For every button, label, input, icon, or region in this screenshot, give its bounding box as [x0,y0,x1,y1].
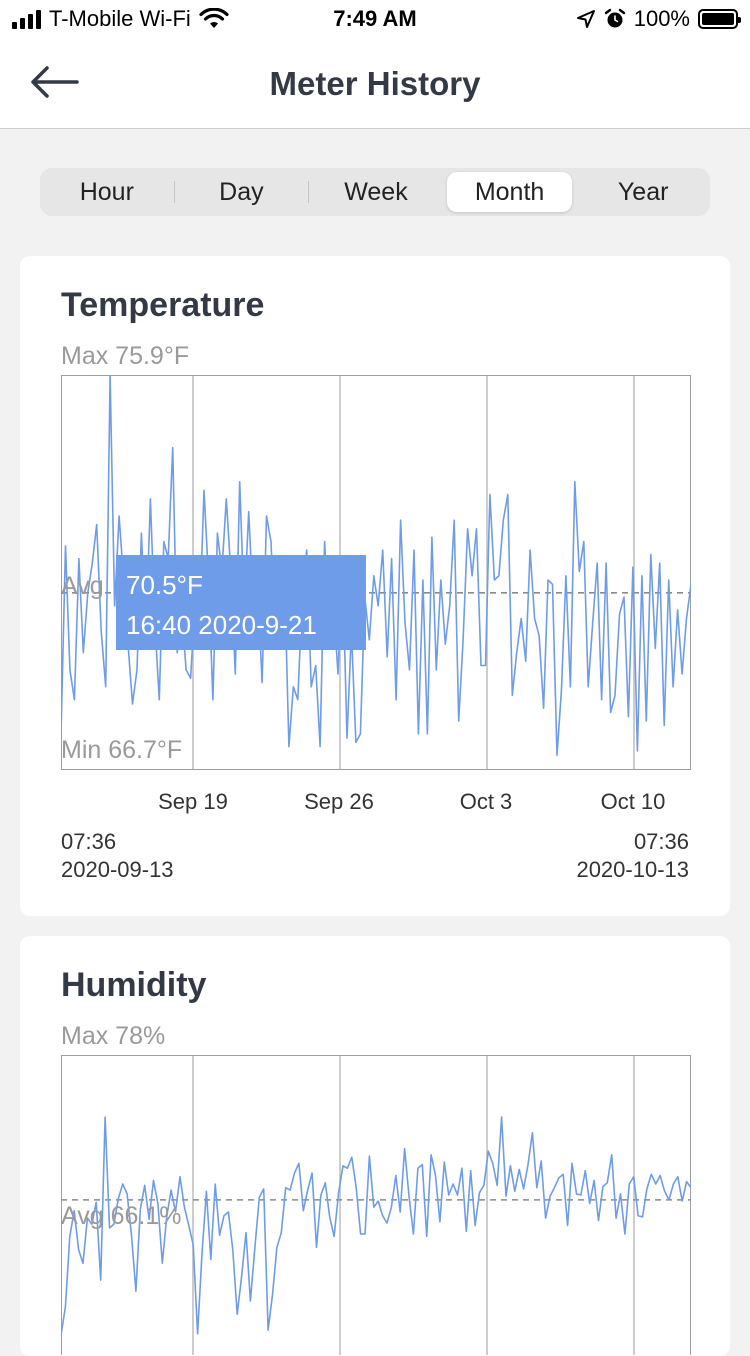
temperature-max-label: Max 75.9°F [61,342,190,370]
x-tick-label: Sep 19 [158,789,228,814]
humidity-chart[interactable] [61,1055,691,1355]
segment-year-label: Year [617,177,669,206]
navigation-bar: Meter History [0,40,750,129]
plot-frame [61,375,691,770]
segment-month[interactable]: Month [446,172,573,212]
time-range-segmented-control: Hour Day Week Month Year [40,168,710,216]
cellular-signal-icon [12,9,41,29]
range-end-label: 07:36 2020-10-13 [576,828,689,884]
humidity-card: Humidity Max 78% Avg 66.1% [20,936,730,1356]
segment-year[interactable]: Year [580,172,706,212]
back-arrow-icon [31,66,79,98]
humidity-max-label: Max 78% [61,1022,166,1050]
range-start-label: 07:36 2020-09-13 [61,828,174,884]
segment-divider [173,181,175,203]
status-time: 7:49 AM [333,6,417,31]
temperature-min-label: Min 66.7°F [61,736,183,764]
carrier-label: T-Mobile Wi-Fi [49,6,191,31]
segment-month-label: Month [474,177,545,206]
status-bar: T-Mobile Wi-Fi 7:49 AM 100% [0,0,750,40]
segment-week[interactable]: Week [313,172,439,212]
status-left: T-Mobile Wi-Fi [12,6,229,32]
segment-week-label: Week [344,177,408,206]
humidity-title: Humidity [61,966,207,1004]
series-line [61,375,691,756]
wifi-icon [199,8,229,28]
tooltip-timestamp: 16:40 2020-9-21 [126,610,317,640]
segment-hour-label: Hour [79,177,134,206]
page-title: Meter History [269,65,481,102]
x-tick-label: Oct 3 [459,789,513,814]
back-button[interactable] [26,60,82,104]
range-end-date: 2020-10-13 [576,857,689,882]
range-start-time: 07:36 [61,829,117,854]
status-right: 100% [576,6,741,32]
temperature-title: Temperature [61,286,265,324]
battery-icon [698,9,741,29]
battery-percent: 100% [633,6,690,31]
temperature-tooltip: 70.5°F 16:40 2020-9-21 [116,555,366,650]
alarm-clock-icon [604,8,625,28]
range-start-date: 2020-09-13 [61,857,174,882]
tooltip-value: 70.5°F [126,570,203,600]
x-tick-label: Oct 10 [600,789,666,814]
humidity-avg-label: Avg 66.1% [61,1202,182,1230]
x-tick-label: Sep 26 [304,789,374,814]
temperature-card: Temperature Max 75.9°F Avg Min 66.7°F 70… [20,256,730,916]
location-arrow-icon [576,10,595,28]
segment-day[interactable]: Day [179,172,305,212]
range-end-time: 07:36 [633,829,689,854]
temperature-avg-label: Avg [61,572,104,600]
series-line [61,1116,691,1336]
segment-day-label: Day [219,177,264,206]
segment-divider [308,181,310,203]
segment-hour[interactable]: Hour [44,172,170,212]
